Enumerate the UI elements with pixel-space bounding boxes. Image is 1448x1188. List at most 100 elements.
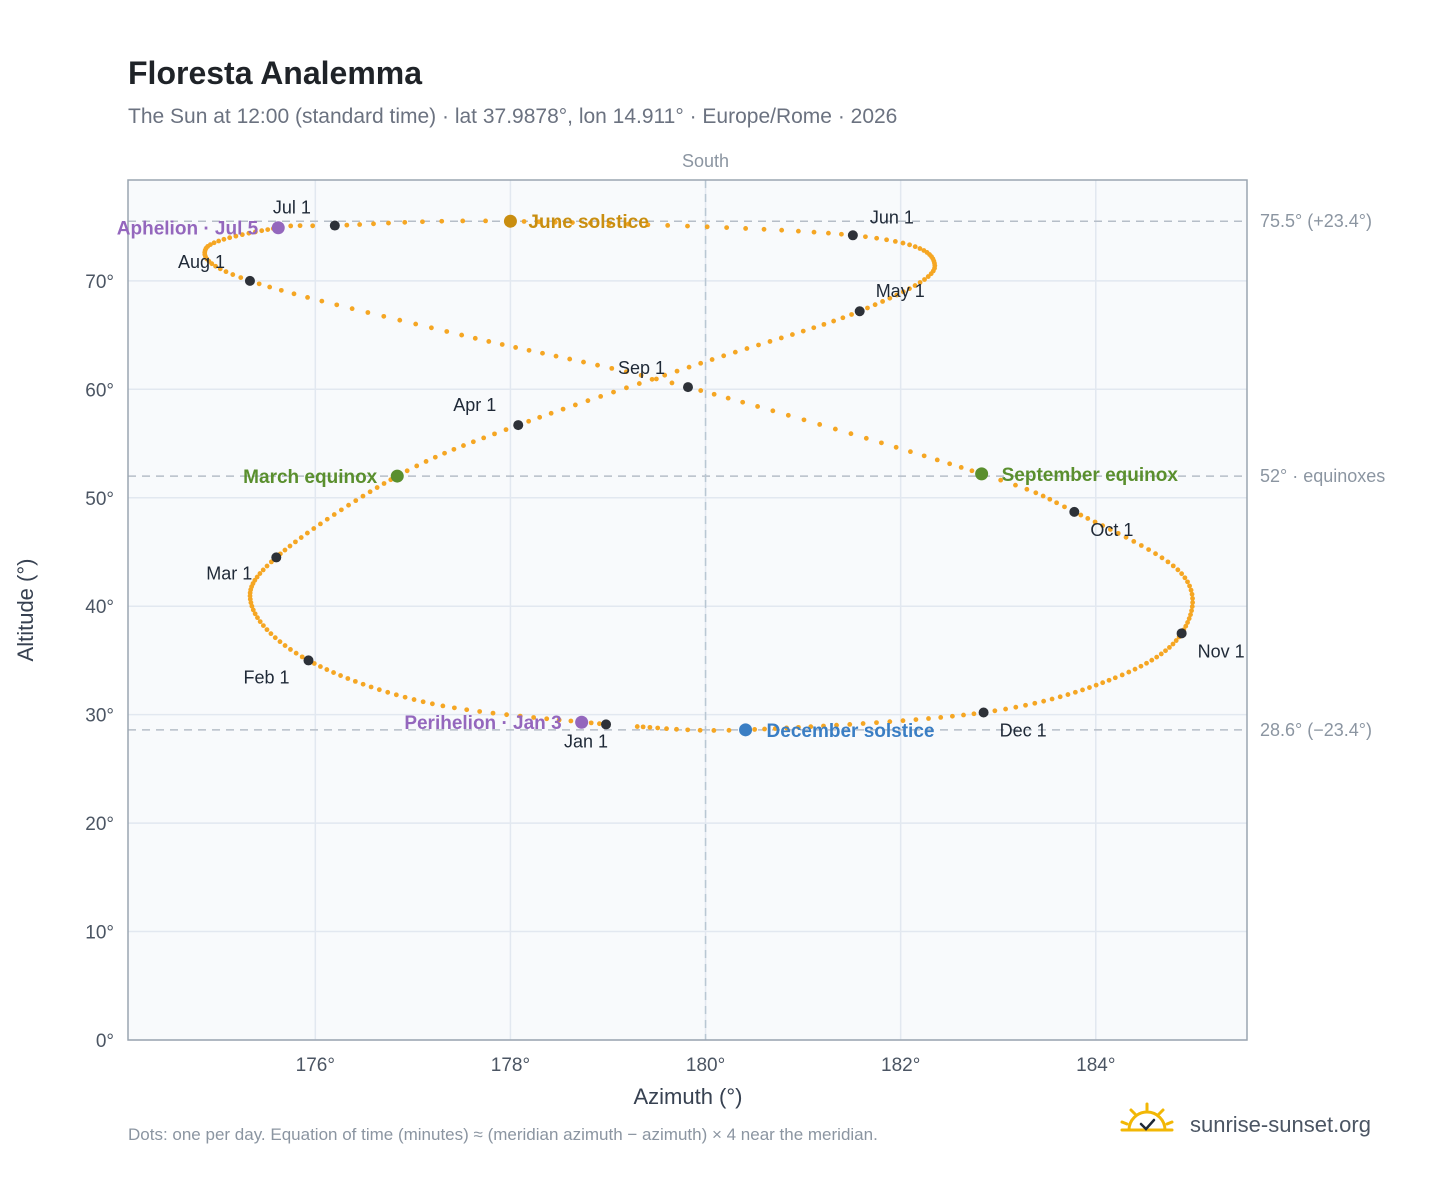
day-dot [304, 530, 310, 536]
month-marker-dot [329, 220, 340, 231]
day-dot [439, 218, 445, 224]
x-tick-label: 180° [686, 1055, 725, 1076]
day-dot [767, 339, 773, 344]
day-dot [1093, 682, 1099, 688]
day-dot [1092, 519, 1098, 525]
day-dot [264, 627, 270, 633]
event-marker-dot [975, 467, 989, 481]
day-dot [1144, 660, 1149, 666]
day-dot [778, 335, 784, 341]
day-dot [755, 404, 760, 409]
day-dot [298, 535, 304, 540]
day-dot [725, 395, 731, 401]
day-dot [1080, 687, 1085, 693]
day-dot [665, 222, 671, 228]
day-dot [556, 717, 562, 723]
day-dot [1123, 534, 1129, 540]
day-dot [423, 459, 429, 464]
y-tick-label: 20° [85, 814, 114, 835]
day-dot [585, 398, 591, 404]
chart-title: Floresta Analemma [128, 55, 422, 91]
day-dot [1167, 645, 1172, 650]
event-label: Perihelion · Jan 3 [404, 713, 561, 734]
day-dot [310, 223, 316, 229]
day-dot [907, 242, 912, 248]
day-dot [257, 619, 263, 625]
day-dot [831, 318, 837, 324]
day-dot [560, 406, 566, 412]
day-dot [268, 631, 274, 637]
day-dot [252, 611, 258, 617]
day-dot [381, 313, 387, 319]
month-marker-dot [271, 552, 282, 563]
day-dot [260, 567, 266, 573]
reference-line-label: 28.6° (−23.4°) [1260, 720, 1372, 740]
day-dot [1188, 587, 1194, 593]
day-dot [360, 681, 366, 687]
month-marker-label: Nov 1 [1198, 641, 1245, 661]
day-dot [840, 315, 846, 321]
day-dot [521, 219, 527, 224]
month-marker-label: Sep 1 [618, 358, 665, 378]
day-dot [368, 684, 374, 690]
day-dot [674, 726, 679, 732]
month-marker-label: Aug 1 [178, 252, 225, 272]
day-dot [1049, 696, 1055, 702]
day-dot [257, 571, 263, 576]
day-dot [1100, 680, 1106, 686]
day-dot [376, 687, 382, 693]
meridian-line: South [682, 151, 729, 1040]
day-dot [1175, 567, 1181, 573]
day-dot [272, 635, 278, 641]
day-dot [756, 342, 761, 348]
day-dot [874, 235, 880, 241]
day-dot [1132, 666, 1138, 672]
day-dot [893, 444, 899, 450]
day-dot [230, 272, 236, 277]
day-dot [531, 715, 537, 720]
month-marker-dot [847, 230, 858, 241]
day-dot [832, 426, 838, 432]
brand-name: sunrise-sunset.org [1190, 1112, 1371, 1137]
day-dot [772, 726, 778, 731]
day-dot [588, 720, 594, 726]
day-dot [1154, 654, 1160, 660]
day-dot [345, 676, 351, 681]
day-dot [1085, 516, 1091, 521]
month-markers: Jan 1 Feb 1 Mar 1 Apr 1 May 1 Jun 1 Jul 1 Aug 1… [178, 198, 1245, 752]
day-dot [711, 391, 717, 397]
day-dot [319, 298, 325, 304]
day-dot [1188, 612, 1193, 618]
day-dot [894, 292, 900, 298]
day-dot [597, 721, 602, 727]
day-dot [770, 408, 776, 414]
day-dot [609, 365, 615, 371]
day-dot [464, 707, 470, 713]
day-dot [552, 219, 558, 225]
month-marker-label: Mar 1 [206, 563, 252, 583]
day-dot [921, 453, 927, 459]
day-dot [293, 650, 299, 656]
day-dot [872, 302, 878, 308]
day-dot [278, 287, 284, 293]
day-dot [721, 353, 727, 359]
day-dot [282, 547, 288, 553]
day-dot [344, 222, 350, 228]
day-dot [1138, 543, 1144, 548]
day-dot [847, 721, 853, 727]
day-dot [950, 713, 955, 719]
day-dot [331, 670, 336, 675]
day-dot [848, 431, 854, 437]
day-dot [1119, 672, 1125, 678]
day-dot [800, 328, 806, 334]
day-dot [252, 229, 258, 235]
day-dot [1115, 530, 1121, 536]
day-dot [811, 229, 817, 235]
day-dot [265, 227, 271, 232]
event-label: June solstice [528, 212, 648, 233]
axis-ticks: 176° 178° 180° 182° 184° 0° 10° 20° 30° 40° 50° 60°… [85, 272, 1115, 1076]
day-dot [686, 364, 692, 370]
day-dot [548, 410, 554, 416]
day-dot [1041, 698, 1047, 704]
month-marker-label: Apr 1 [453, 395, 496, 415]
